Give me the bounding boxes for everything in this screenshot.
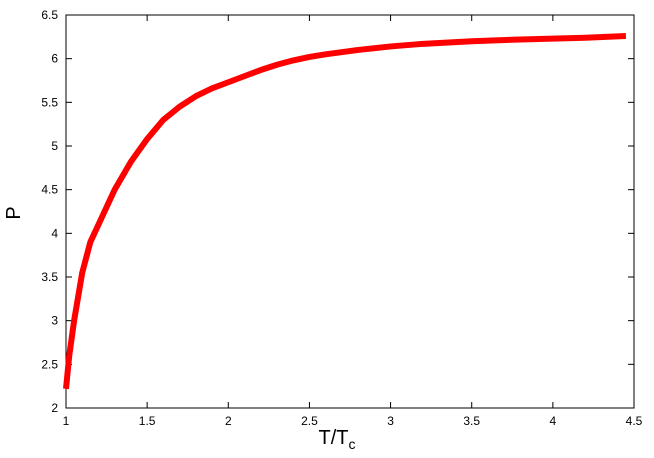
y-tick-label: 3 (51, 314, 58, 328)
x-tick-label: 3.5 (463, 414, 480, 428)
plot-border (65, 14, 635, 409)
plot-area (65, 14, 635, 409)
x-tick-label: 1 (63, 414, 70, 428)
y-tick-label: 2.5 (41, 357, 58, 371)
x-axis-label: T/Tc (319, 427, 356, 452)
x-tick-label: 4.5 (626, 414, 643, 428)
x-axis: 1 1.5 2 2.5 3 3.5 4 4.5 (63, 15, 643, 428)
series-line (63, 32, 627, 390)
y-tick-label: 5.5 (41, 95, 58, 109)
y-axis: 2 2.5 3 3.5 4 4.5 5 5.5 6 6.5 (41, 8, 634, 415)
x-tick-label: 2 (225, 414, 232, 428)
y-tick-label: 2 (51, 401, 58, 415)
y-axis-label: P (3, 206, 25, 219)
y-tick-label: 4.5 (41, 183, 58, 197)
y-tick-label: 4 (51, 226, 58, 240)
y-tick-label: 6 (51, 52, 58, 66)
series-layer (63, 32, 627, 390)
y-tick-label: 5 (51, 139, 58, 153)
x-tick-label: 2.5 (301, 414, 318, 428)
x-tick-label: 1.5 (139, 414, 156, 428)
y-tick-label: 6.5 (41, 8, 58, 22)
x-tick-label: 3 (387, 414, 394, 428)
x-tick-label: 4 (550, 414, 557, 428)
y-tick-label: 3.5 (41, 270, 58, 284)
